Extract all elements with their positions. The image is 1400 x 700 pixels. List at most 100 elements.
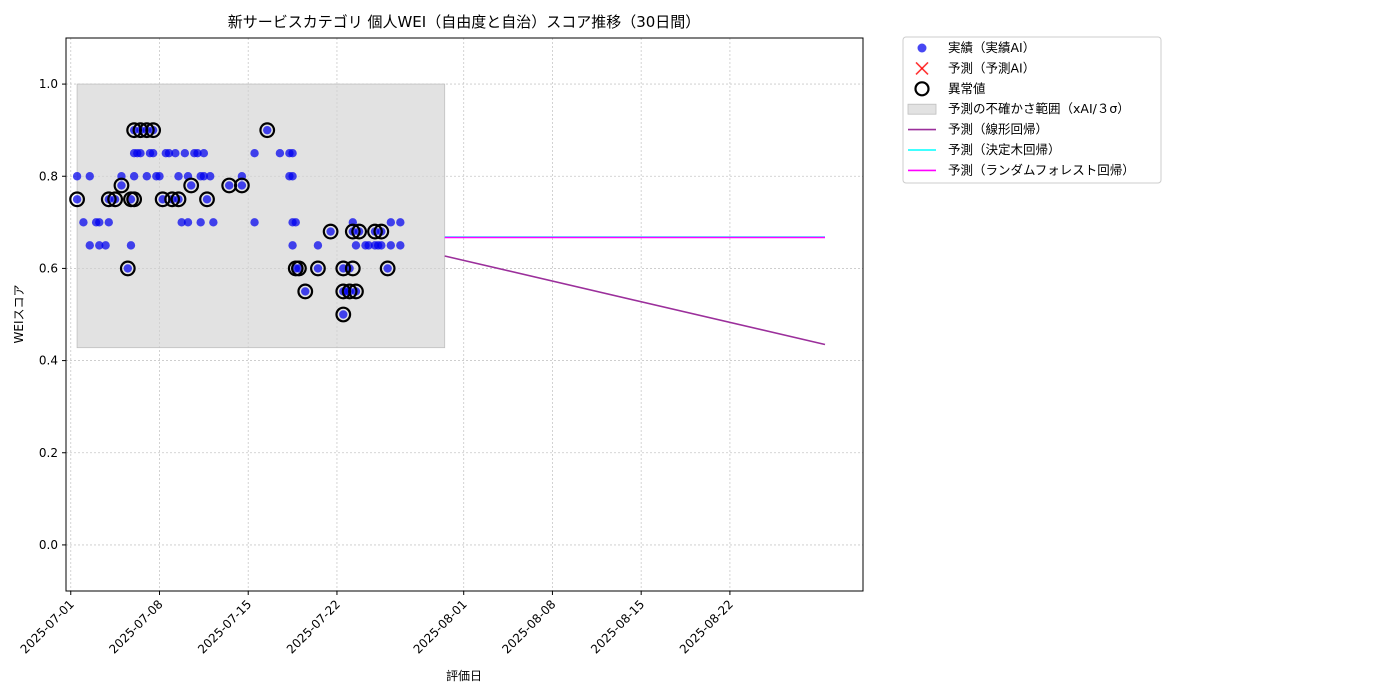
actual-point [177,218,186,227]
actual-point [199,172,209,181]
anomaly-marker [100,191,117,208]
actual-point [183,218,193,227]
anomaly-marker [69,191,85,208]
actual-point [164,149,174,158]
actual-point [104,218,113,227]
anomaly-marker [322,223,339,240]
legend-swatch-anomaly [914,81,930,97]
anomaly-marker [145,122,162,139]
anomaly-marker [113,177,130,194]
actual-point [396,218,405,227]
anomaly-marker [335,260,352,277]
x-tick-label: 2025-08-22 [677,597,736,656]
anomaly-marker [170,191,187,208]
anomaly-marker [379,260,396,277]
anomaly-marker [348,283,364,300]
anomaly-marker [259,122,276,139]
plot-area: 0.0 0.2 0.4 0.6 0.8 1.0 2025-07-01 2025-07-08 20… [18,37,864,656]
actual-point [142,172,152,181]
actual-point [136,149,145,158]
actual-point [225,181,234,190]
actual-point [351,241,361,250]
actual-point [377,241,386,250]
x-tick-label: 2025-08-01 [411,597,470,656]
legend-swatch-actual [917,43,927,53]
actual-point [313,241,323,250]
anomaly-marker [199,191,215,208]
actual-point [364,241,373,250]
actual-point [291,218,300,227]
actual-point [180,149,190,158]
actual-point [288,241,297,250]
legend-label: 予測の不確かさ範囲（xAI/３σ） [948,101,1130,116]
x-tick-label: 2025-07-22 [284,597,343,656]
anomaly-marker [138,122,155,139]
actual-point [383,264,392,273]
anomaly-marker [291,260,307,277]
anomaly-marker [344,260,361,277]
actual-point [171,149,180,158]
anomaly-marker [154,191,171,208]
actual-point [95,218,104,227]
actual-point [129,172,139,181]
anomaly-marker [233,177,250,194]
y-tick-label: 0.8 [39,169,58,183]
actual-point [275,149,285,158]
actual-point [339,310,348,319]
x-tick-label: 2025-08-15 [588,597,647,656]
actual-point [148,149,158,158]
actual-point [386,218,396,227]
actual-point [196,218,205,227]
actual-point [205,172,215,181]
actual-point [126,195,136,204]
anomaly-marker [183,177,200,194]
actual-point [250,149,259,158]
actual-point [79,218,88,227]
actual-point [155,172,164,181]
anomaly-marker [344,223,361,240]
legend-swatch-band [907,103,937,115]
anomaly-marker [297,283,314,300]
actual-point [199,149,209,158]
actual-point [386,241,396,250]
legend-label: 予測（ランダムフォレスト回帰） [948,162,1135,177]
legend-label: 予測（決定木回帰） [948,142,1061,157]
actual-point [202,195,212,204]
legend-frame [902,36,1162,184]
actual-point [250,218,259,227]
anomaly-marker [335,306,352,323]
x-axis-label: 評価日 [446,668,482,683]
actual-point [117,181,126,190]
anomaly-marker [351,223,368,240]
legend-label: 予測（予測AI） [948,60,1035,75]
prediction-line [444,255,826,346]
plot-frame [65,37,864,592]
legend-label: 異常値 [948,81,986,96]
actual-point [95,241,104,250]
actual-point [72,195,82,204]
actual-point [101,241,110,250]
actual-point [209,218,218,227]
legend-label: 予測（線形回帰） [948,122,1048,137]
actual-point [72,172,82,181]
actual-point [237,181,247,190]
legend-swatch-predicted [915,61,929,75]
anomaly-marker [373,223,390,240]
legend-label: 実績（実績AI） [948,40,1035,55]
actual-point [326,227,335,236]
anomaly-marker [164,191,181,208]
actual-point [288,172,297,181]
y-tick-label: 0.4 [39,354,58,368]
anomaly-marker [126,191,143,208]
anomaly-marker [341,283,358,300]
anomaly-marker [107,191,124,208]
x-tick-label: 2025-07-01 [18,597,77,656]
anomaly-marker [367,223,383,240]
y-tick-label: 0.6 [39,261,58,275]
actual-point [193,149,202,158]
actual-point [294,264,304,273]
anomaly-marker [119,260,136,277]
actual-point [396,241,405,250]
